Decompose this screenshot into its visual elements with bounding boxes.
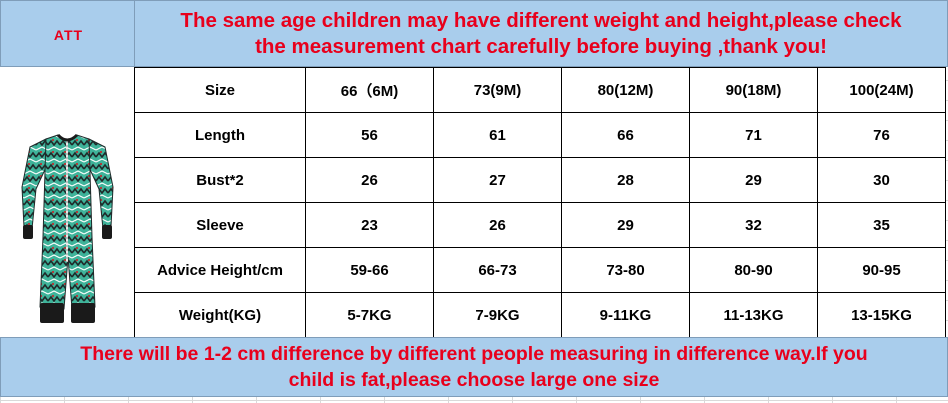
footer-notice-line-2: child is fat,please choose large one siz…: [288, 369, 660, 391]
table-cell: 90-95: [817, 247, 946, 293]
header-notice-line-2: the measurement chart carefully before b…: [255, 34, 827, 58]
table-row: Weight(KG) 5-7KG 7-9KG 9-11KG 11-13KG 13-15KG: [134, 292, 946, 338]
table-cell: 80-90: [689, 247, 818, 293]
table-cell: 29: [561, 202, 690, 248]
footer-notice-line-1: There will be 1-2 cm difference by diffe…: [80, 343, 868, 365]
footer-notice-text: There will be 1-2 cm difference by diffe…: [80, 341, 867, 393]
table-cell: 7-9KG: [433, 292, 562, 338]
table-cell: 61: [433, 112, 562, 158]
header-notice-banner: The same age children may have different…: [134, 0, 948, 67]
table-cell: 66: [561, 112, 690, 158]
baby-romper-icon: [21, 133, 114, 323]
row-label: Sleeve: [134, 202, 306, 248]
att-label: ATT: [53, 26, 84, 43]
row-label: Advice Height/cm: [134, 247, 306, 293]
table-row: Bust*2 26 27 28 29 30: [134, 157, 946, 203]
table-cell: 9-11KG: [561, 292, 690, 338]
table-cell: 30: [817, 157, 946, 203]
table-cell: 56: [305, 112, 434, 158]
table-row: Sleeve 23 26 29 32 35: [134, 202, 946, 248]
size-chart-body: Size 66（6M) 73(9M) 80(12M) 90(18M) 100(24M) Le…: [134, 67, 946, 338]
header-notice-line-1: The same age children may have different…: [180, 8, 902, 32]
table-cell: 66-73: [433, 247, 562, 293]
table-cell: 32: [689, 202, 818, 248]
table-cell: 71: [689, 112, 818, 158]
row-label: Size: [134, 67, 306, 113]
table-cell: 73-80: [561, 247, 690, 293]
table-cell: 23: [305, 202, 434, 248]
table-cell: 76: [817, 112, 946, 158]
header-notice-text: The same age children may have different…: [180, 8, 901, 60]
table-cell: 27: [433, 157, 562, 203]
table-row: Size 66（6M) 73(9M) 80(12M) 90(18M) 100(24M): [134, 67, 946, 113]
table-cell: 26: [305, 157, 434, 203]
table-cell: 59-66: [305, 247, 434, 293]
table-cell: 73(9M): [433, 67, 562, 113]
row-label: Bust*2: [134, 157, 306, 203]
table-cell: 80(12M): [561, 67, 690, 113]
table-cell: 35: [817, 202, 946, 248]
table-cell: 26: [433, 202, 562, 248]
table-cell: 28: [561, 157, 690, 203]
table-cell: 11-13KG: [689, 292, 818, 338]
table-cell: 29: [689, 157, 818, 203]
table-cell: 13-15KG: [817, 292, 946, 338]
table-row: Advice Height/cm 59-66 66-73 73-80 80-90 90-9…: [134, 247, 946, 293]
row-label: Weight(KG): [134, 292, 306, 338]
header-left-cell: ATT: [0, 0, 135, 67]
size-chart-table: Size 66（6M) 73(9M) 80(12M) 90(18M) 100(24M) Le…: [134, 67, 946, 338]
table-cell: 5-7KG: [305, 292, 434, 338]
table-cell: 90(18M): [689, 67, 818, 113]
footer-notice-banner: There will be 1-2 cm difference by diffe…: [0, 337, 948, 397]
table-cell: 100(24M): [817, 67, 946, 113]
product-photo-cell: [0, 67, 135, 337]
table-row: Length 56 61 66 71 76: [134, 112, 946, 158]
row-label: Length: [134, 112, 306, 158]
table-cell: 66（6M): [305, 67, 434, 113]
